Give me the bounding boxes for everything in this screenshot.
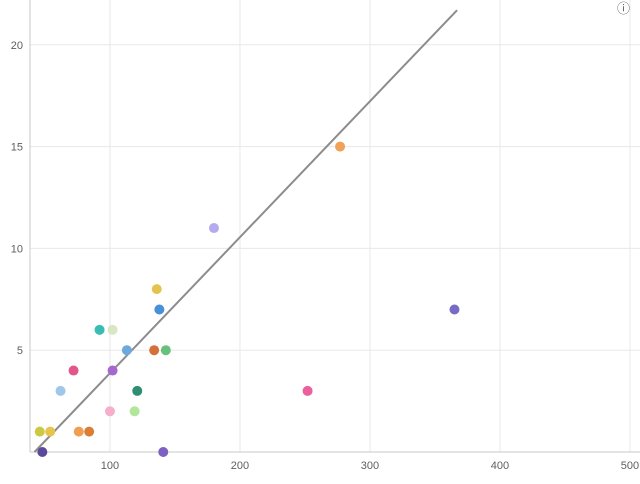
data-point[interactable] bbox=[121, 345, 132, 356]
data-point[interactable] bbox=[154, 304, 165, 315]
x-tick-label: 500 bbox=[621, 460, 639, 472]
x-tick-label: 200 bbox=[231, 460, 249, 472]
y-tick-label: 5 bbox=[17, 345, 23, 357]
y-tick-label: 20 bbox=[11, 40, 23, 52]
data-point[interactable] bbox=[129, 406, 140, 417]
x-tick-label: 400 bbox=[491, 460, 509, 472]
x-tick-label: 100 bbox=[101, 460, 119, 472]
data-point[interactable] bbox=[335, 141, 346, 152]
data-point[interactable] bbox=[107, 324, 118, 335]
data-point[interactable] bbox=[107, 365, 118, 376]
data-point[interactable] bbox=[151, 284, 162, 295]
data-point[interactable] bbox=[449, 304, 460, 315]
data-point[interactable] bbox=[34, 426, 45, 437]
data-point[interactable] bbox=[94, 324, 105, 335]
data-point[interactable] bbox=[73, 426, 84, 437]
data-point[interactable] bbox=[104, 406, 115, 417]
info-icon[interactable]: ⓘ bbox=[616, 1, 630, 16]
data-point[interactable] bbox=[132, 385, 143, 396]
x-tick-label: 300 bbox=[361, 460, 379, 472]
data-point[interactable] bbox=[84, 426, 95, 437]
y-tick-label: 15 bbox=[11, 142, 23, 154]
y-tick-label: 10 bbox=[11, 243, 23, 255]
data-point[interactable] bbox=[55, 385, 66, 396]
data-point[interactable] bbox=[208, 223, 219, 234]
data-point[interactable] bbox=[45, 426, 56, 437]
trend-line bbox=[33, 9, 458, 453]
data-point[interactable] bbox=[302, 385, 313, 396]
data-point[interactable] bbox=[37, 447, 48, 457]
data-point[interactable] bbox=[158, 447, 169, 457]
data-point[interactable] bbox=[68, 365, 79, 376]
data-point[interactable] bbox=[149, 345, 160, 356]
data-point[interactable] bbox=[160, 345, 171, 356]
